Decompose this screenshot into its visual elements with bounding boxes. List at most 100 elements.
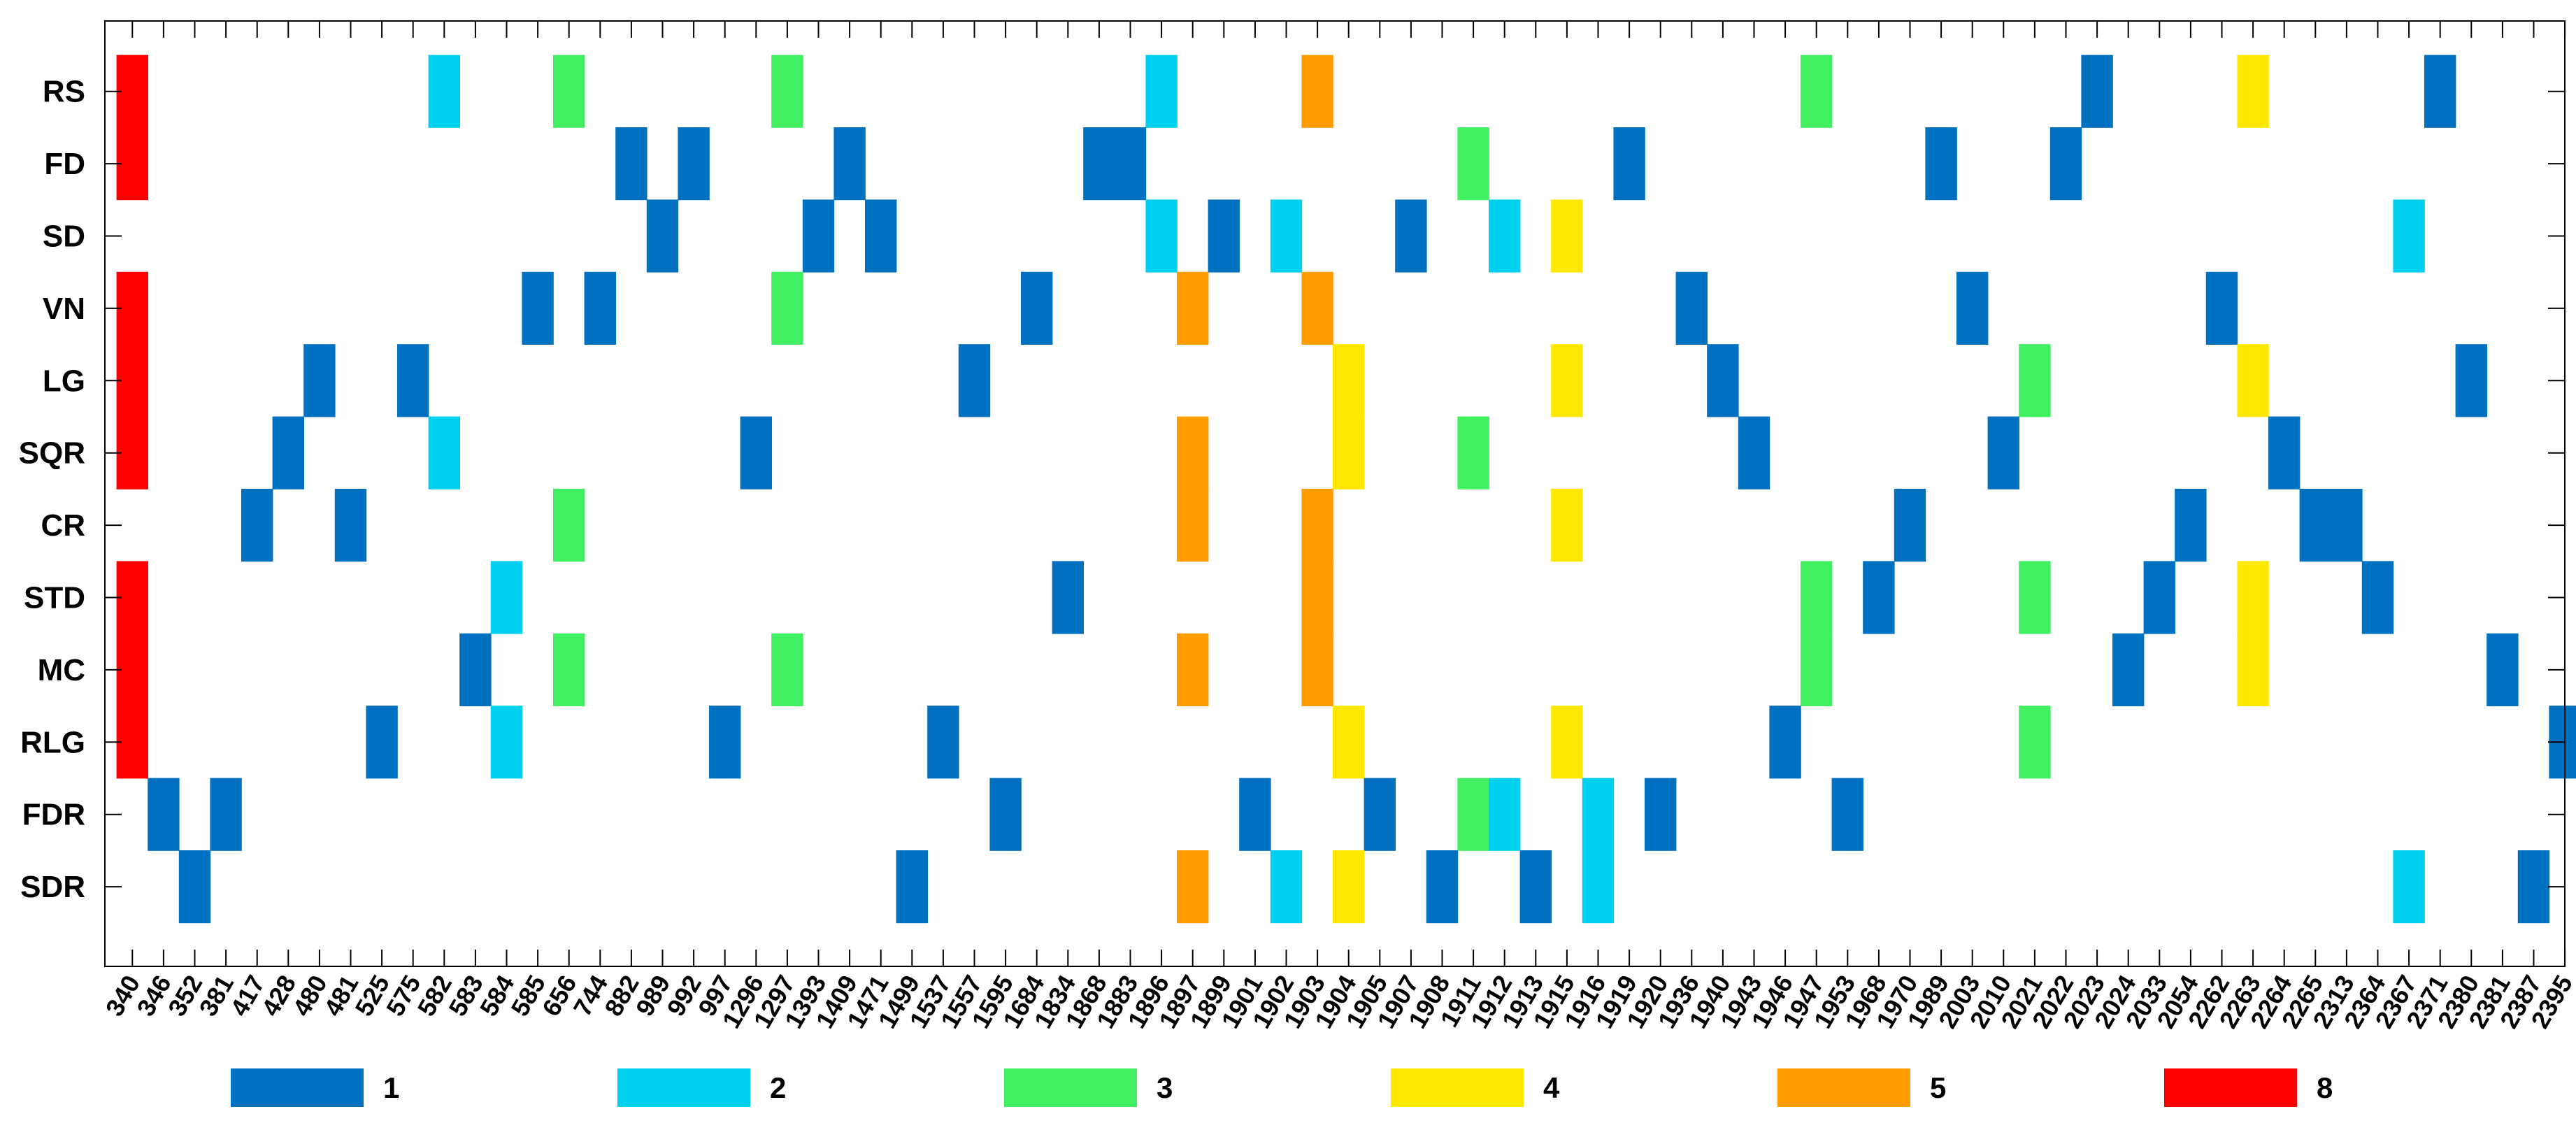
heatmap-cell: [1083, 127, 1115, 201]
heatmap-cell: [1145, 55, 1178, 128]
y-tick-label: RLG: [20, 725, 85, 759]
heatmap-cell: [1333, 416, 1365, 489]
y-tick-label: VN: [43, 292, 85, 326]
heatmap-cell: [1707, 344, 1739, 417]
heatmap-cell: [522, 271, 554, 345]
heatmap-cell: [1208, 199, 1240, 273]
heatmap-cell: [1052, 561, 1084, 634]
heatmap-cell: [116, 271, 148, 345]
heatmap-cell: [1987, 416, 2019, 489]
heatmap-cell: [1177, 416, 1209, 489]
heatmap-cell: [1894, 489, 1926, 562]
heatmap-cell: [1457, 778, 1489, 851]
heatmap-cell: [2237, 561, 2269, 634]
heatmap-cell: [2517, 850, 2550, 924]
heatmap-cell: [1801, 561, 1833, 634]
heatmap-cell: [1177, 489, 1209, 562]
heatmap-cell: [1301, 271, 1333, 345]
heatmap-cell: [2205, 271, 2238, 345]
heatmap-cell: [1863, 561, 1895, 634]
heatmap-cell: [833, 127, 866, 201]
heatmap-cell: [740, 416, 772, 489]
heatmap-cell: [397, 344, 429, 417]
y-tick-label: MC: [38, 653, 85, 687]
heatmap-cell: [272, 416, 304, 489]
heatmap-cell: [2424, 55, 2456, 128]
heatmap-cell: [2237, 633, 2269, 706]
heatmap-cell: [865, 199, 897, 273]
heatmap-cell: [2237, 55, 2269, 128]
legend-swatch: [231, 1068, 364, 1107]
heatmap-cell: [2019, 706, 2051, 779]
heatmap-cell: [615, 127, 647, 201]
heatmap-cell: [1239, 778, 1271, 851]
heatmap-cell: [1301, 489, 1333, 562]
heatmap-cell: [1831, 778, 1863, 851]
heatmap-cell: [459, 633, 492, 706]
legend-swatch: [2164, 1068, 2297, 1107]
heatmap-cell: [303, 344, 336, 417]
heatmap-cell: [802, 199, 835, 273]
heatmap-cell: [1457, 416, 1489, 489]
heatmap-cell: [1177, 271, 1209, 345]
heatmap-cell: [2237, 344, 2269, 417]
heatmap-cell: [1364, 778, 1396, 851]
heatmap-cell: [1333, 706, 1365, 779]
heatmap-cell: [1925, 127, 1957, 201]
heatmap-cell: [584, 271, 616, 345]
heatmap-cell: [1270, 850, 1303, 924]
heatmap-cell: [989, 778, 1022, 851]
y-tick-label: STD: [24, 581, 85, 615]
legend-swatch: [1777, 1068, 1910, 1107]
heatmap-cell: [490, 561, 523, 634]
heatmap-cell: [2175, 489, 2207, 562]
heatmap-cell: [2019, 561, 2051, 634]
legend-swatch: [1391, 1068, 1524, 1107]
heatmap-cell: [2455, 344, 2487, 417]
heatmap-cell: [1769, 706, 1801, 779]
heatmap-cell: [927, 706, 959, 779]
legend-label: 3: [1157, 1071, 1173, 1104]
legend-label: 2: [770, 1071, 786, 1104]
heatmap-cell: [1551, 344, 1583, 417]
heatmap-cell: [334, 489, 367, 562]
heatmap-cell: [1582, 778, 1615, 851]
heatmap-cell: [1301, 561, 1333, 634]
heatmap-cell: [1395, 199, 1427, 273]
y-tick-label: SDR: [20, 870, 85, 904]
y-tick-label: RS: [43, 75, 85, 109]
legend-label: 5: [1930, 1071, 1946, 1104]
heatmap-cell: [709, 706, 741, 779]
heatmap-cell: [2049, 127, 2082, 201]
heatmap-cell: [1333, 344, 1365, 417]
heatmap-cell: [2486, 633, 2519, 706]
heatmap-cell: [366, 706, 398, 779]
heatmap-cell: [1333, 850, 1365, 924]
heatmap-cell: [2143, 561, 2175, 634]
heatmap-cell: [1519, 850, 1552, 924]
heatmap-cell: [1489, 199, 1521, 273]
heatmap-cell: [1801, 55, 1833, 128]
y-tick-label: SD: [43, 220, 85, 254]
heatmap-cell: [116, 633, 148, 706]
heatmap-cell: [2019, 344, 2051, 417]
heatmap-cell: [178, 850, 211, 924]
legend-label: 1: [383, 1071, 399, 1104]
heatmap-cell: [1177, 850, 1209, 924]
heatmap-cell: [958, 344, 991, 417]
heatmap-cell: [148, 778, 180, 851]
heatmap-cell: [116, 561, 148, 634]
y-tick-label: LG: [43, 364, 85, 398]
heatmap-cell: [1021, 271, 1053, 345]
heatmap-cell: [1457, 127, 1489, 201]
heatmap-cell: [1675, 271, 1708, 345]
heatmap-cell: [1301, 633, 1333, 706]
heatmap-cell: [678, 127, 710, 201]
heatmap-cell: [553, 633, 585, 706]
heatmap-cell: [1489, 778, 1521, 851]
heatmap-cell: [646, 199, 679, 273]
heatmap-cell: [1613, 127, 1645, 201]
heatmap-cell: [1426, 850, 1459, 924]
